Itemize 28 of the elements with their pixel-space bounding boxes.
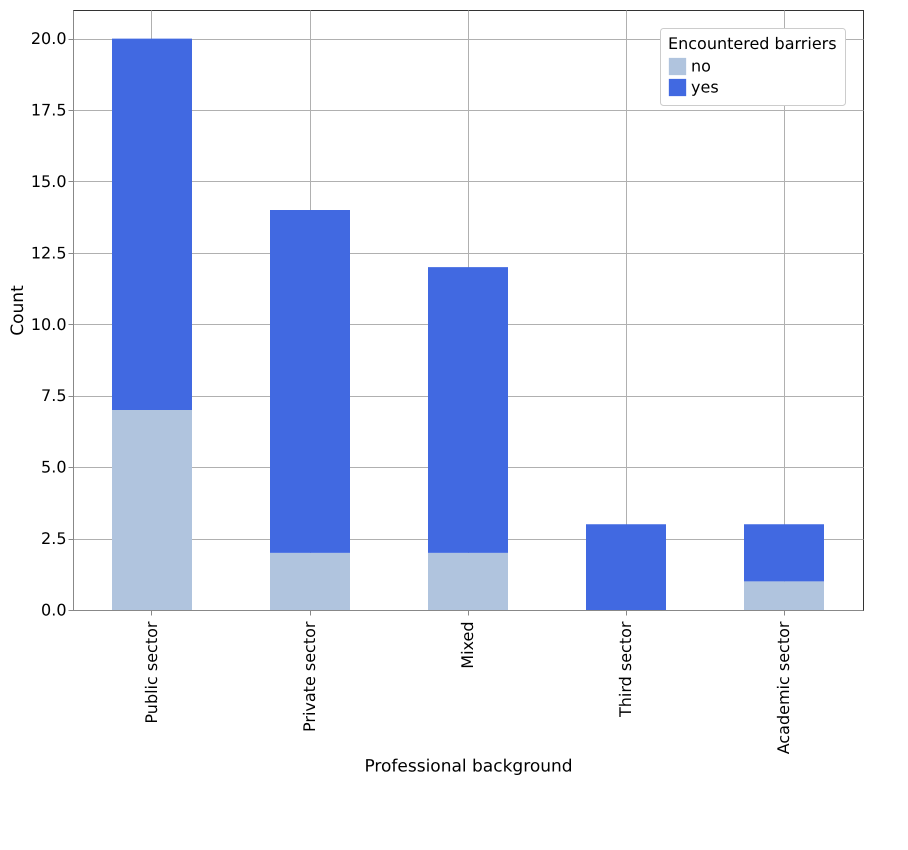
bar	[270, 210, 350, 553]
x-axis-title: Professional background	[364, 756, 573, 776]
y-tick-label: 20.0	[30, 29, 66, 48]
bar	[744, 524, 824, 582]
bar	[428, 267, 508, 553]
bar	[586, 524, 666, 610]
y-axis-title: Count	[8, 284, 28, 336]
y-tick-label: 7.5	[41, 386, 66, 406]
bar	[428, 552, 508, 610]
y-tick-label: 5.0	[41, 458, 66, 477]
y-tick-label: 17.5	[30, 100, 66, 120]
bar	[744, 581, 824, 610]
x-tick-label: Third sector	[616, 621, 635, 718]
y-tick-label: 0.0	[41, 600, 66, 620]
x-tick-label: Private sector	[300, 621, 319, 732]
x-tick-label: Public sector	[142, 621, 161, 724]
bar	[112, 410, 192, 610]
bar	[270, 552, 350, 610]
y-tick-label: 10.0	[30, 314, 66, 334]
x-tick-label: Mixed	[458, 622, 477, 669]
bar	[112, 38, 192, 410]
legend-label: no	[691, 56, 711, 76]
legend-label: yes	[691, 78, 719, 96]
legend-title: Encountered barriers	[668, 34, 837, 53]
x-tick-label: Academic sector	[774, 621, 793, 754]
y-tick-label: 2.5	[41, 529, 66, 548]
y-tick-label: 12.5	[30, 243, 66, 262]
y-tick-label: 15.0	[30, 172, 66, 191]
